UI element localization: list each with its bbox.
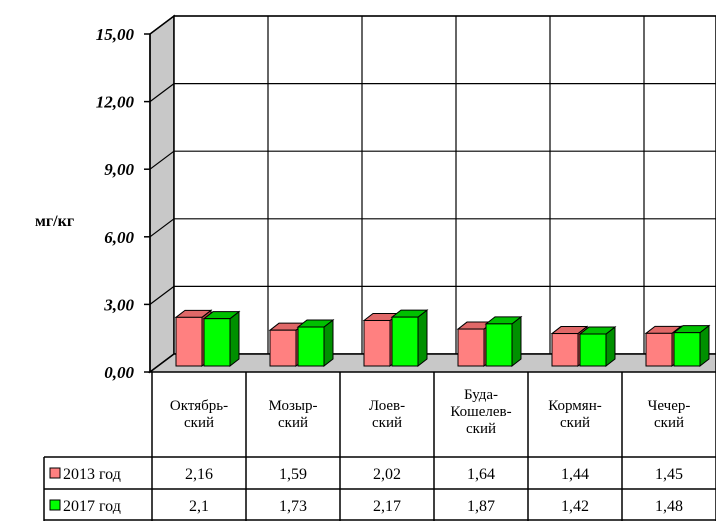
data-label: 1,48	[655, 498, 683, 515]
series-name: 2017 год	[63, 498, 121, 515]
data-label: 2,17	[373, 498, 401, 515]
bar-front	[673, 332, 701, 367]
category-label: ский	[278, 415, 308, 431]
bar-front	[391, 316, 419, 367]
legend-swatch	[49, 467, 61, 479]
gridline-side	[149, 15, 175, 35]
category-label: ский	[184, 415, 214, 431]
data-label: 1,87	[467, 498, 495, 515]
data-table: Октябрь-скийМозыр-скийЛоев-скийБуда-Коше…	[43, 372, 716, 521]
data-label: 1,44	[561, 466, 589, 483]
y-tick-label: 6,00	[104, 228, 134, 247]
bar-front	[485, 323, 513, 367]
bar	[202, 310, 241, 368]
bar	[484, 315, 523, 368]
bar-front	[363, 319, 391, 367]
data-label: 1,42	[561, 498, 589, 515]
bar	[296, 318, 335, 368]
chart-walls	[149, 14, 716, 374]
bar-side	[417, 309, 428, 368]
category-label: Кормян-	[548, 398, 601, 414]
bar-front	[457, 328, 485, 367]
bar	[390, 309, 429, 368]
data-label: 2,16	[185, 466, 213, 483]
bar-front	[175, 316, 203, 367]
bar	[672, 324, 711, 368]
gridline-side	[149, 150, 175, 170]
gridline-side	[149, 83, 175, 103]
data-label: 1,59	[279, 466, 307, 483]
category-label: Мозыр-	[269, 398, 318, 414]
side-wall	[149, 14, 175, 374]
data-label: 1,45	[655, 466, 683, 483]
y-tick-label: 3,00	[103, 295, 134, 314]
legend-swatch	[49, 499, 61, 511]
data-label: 2,1	[189, 498, 209, 515]
back-wall	[173, 15, 716, 355]
category-label: Лоев-	[369, 398, 405, 414]
bar-front	[203, 318, 231, 367]
bar-side	[323, 318, 334, 368]
category-label: ский	[560, 415, 590, 431]
bar-front	[645, 332, 673, 367]
bar	[578, 325, 617, 368]
bar-front	[579, 333, 607, 367]
category-label: ский	[372, 415, 402, 431]
data-label: 1,73	[279, 498, 307, 515]
y-axis-label: мг/кг	[35, 213, 74, 230]
category-label: ский	[466, 421, 496, 437]
series-name: 2013 год	[63, 466, 121, 483]
bar-side	[229, 310, 240, 368]
data-label: 1,64	[467, 466, 495, 483]
category-label: ский	[654, 415, 684, 431]
y-tick-label: 12,00	[96, 93, 135, 112]
y-axis: 0,00 3,00 6,00 9,00 12,00 15,00	[96, 25, 151, 382]
bar-front	[297, 326, 325, 367]
y-tick-label: 15,00	[96, 25, 135, 44]
gridline-side	[149, 218, 175, 238]
bars	[174, 309, 711, 368]
bar-side	[511, 315, 522, 368]
data-label: 2,02	[373, 466, 401, 483]
category-label: Кошелев-	[450, 404, 511, 420]
gridlines	[149, 15, 716, 354]
gridline-side	[149, 285, 175, 305]
y-tick-label: 9,00	[104, 160, 134, 179]
category-label: Октябрь-	[170, 398, 228, 414]
y-tick-label: 0,00	[104, 363, 134, 382]
bar-front	[269, 329, 297, 367]
category-label: Буда-	[464, 387, 498, 403]
category-label: Чечер-	[648, 398, 691, 414]
bar-front	[551, 333, 579, 367]
